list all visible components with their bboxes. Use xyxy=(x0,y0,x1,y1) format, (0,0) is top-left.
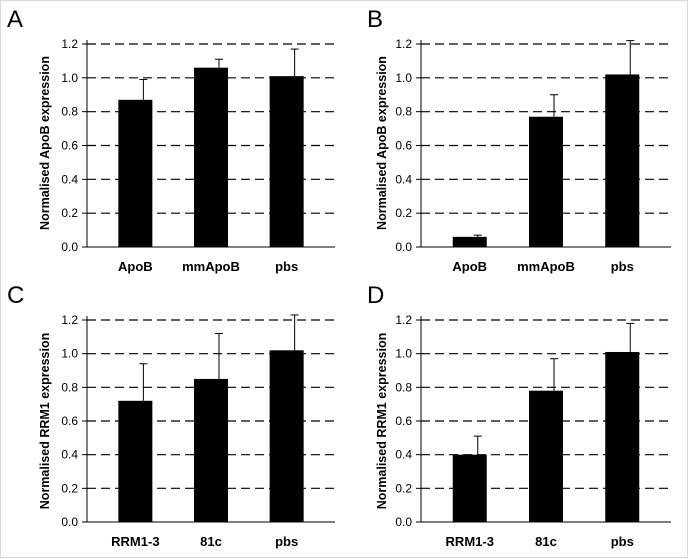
category-label: RRM1-3 xyxy=(446,534,494,549)
y-tick-label: 0.4 xyxy=(395,448,412,462)
category-label: ApoB xyxy=(452,259,487,274)
y-tick-label: 0.8 xyxy=(61,380,78,394)
y-tick-label: 0.4 xyxy=(395,172,412,186)
y-tick-label: 0.0 xyxy=(395,515,412,529)
category-label: ApoB xyxy=(118,259,153,274)
y-tick-label: 0.0 xyxy=(61,240,78,254)
category-label: pbs xyxy=(275,534,298,549)
category-label: mmApoB xyxy=(517,259,575,274)
bar-pbs xyxy=(269,350,304,522)
y-tick-label: 0.6 xyxy=(61,139,78,153)
category-label: pbs xyxy=(611,259,634,274)
panel-d: D 0.0 0.2 0.4 0.6 0.8 1.0 1.2 Normalised RRM1 ex… xyxy=(367,282,671,549)
category-label: 81c xyxy=(535,534,557,549)
category-label: 81c xyxy=(200,534,222,549)
y-tick-label: 0.4 xyxy=(61,448,78,462)
y-tick-label: 0.2 xyxy=(395,481,412,495)
y-tick-label: 0.8 xyxy=(61,105,78,119)
y-tick-label: 0.6 xyxy=(395,139,412,153)
y-tick-label: 0.2 xyxy=(61,481,78,495)
y-tick-label: 0.2 xyxy=(395,206,412,220)
y-tick-label: 0.8 xyxy=(395,105,412,119)
y-axis-title: Normalised ApoB expression xyxy=(38,56,52,230)
y-tick-label: 0.6 xyxy=(61,414,78,428)
y-tick-label: 1.0 xyxy=(395,347,412,361)
category-label: mmApoB xyxy=(182,259,240,274)
y-tick-label: 0.6 xyxy=(395,414,412,428)
bar-apob xyxy=(452,236,487,247)
y-tick-label: 1.0 xyxy=(61,71,78,85)
y-axis-title: Normalised RRM1 expression xyxy=(375,333,389,509)
y-tick-label: 1.2 xyxy=(395,37,412,51)
bar-pbs xyxy=(605,351,640,522)
bar-mmapob xyxy=(529,116,563,247)
y-tick-label: 0.4 xyxy=(61,172,78,186)
panel-letter: B xyxy=(367,6,383,33)
category-label: pbs xyxy=(611,534,634,549)
panel-c: C 0.0 0.2 0.4 0.6 0.8 1.0 1.2 Normalised RRM1 ex… xyxy=(7,282,335,549)
bar-81c xyxy=(194,378,228,522)
panel-b: B 0.0 0.2 0.4 0.6 0.8 1.0 1.2 Normalised ApoB ex… xyxy=(367,6,671,274)
panel-a: A 0.0 0.2 0.4 0.6 0.8 1.0 1.2 Normalised ApoB ex… xyxy=(7,6,335,274)
bar-pbs xyxy=(269,76,304,248)
category-label: RRM1-3 xyxy=(111,534,159,549)
bar-rrm1-3 xyxy=(452,454,487,522)
bar-apob xyxy=(118,99,153,247)
y-tick-label: 0.2 xyxy=(61,206,78,220)
category-label: pbs xyxy=(275,259,298,274)
panel-letter: C xyxy=(7,282,24,309)
y-tick-label: 1.2 xyxy=(61,37,78,51)
panel-letter: A xyxy=(7,6,23,33)
y-tick-label: 0.0 xyxy=(395,240,412,254)
y-tick-label: 0.0 xyxy=(61,515,78,529)
y-tick-label: 1.0 xyxy=(61,347,78,361)
y-tick-label: 0.8 xyxy=(395,380,412,394)
y-axis-title: Normalised RRM1 expression xyxy=(38,333,52,509)
bar-rrm1-3 xyxy=(118,400,153,522)
bar-pbs xyxy=(605,74,640,247)
bar-81c xyxy=(529,390,563,522)
panel-letter: D xyxy=(367,282,384,309)
y-axis-title: Normalised ApoB expression xyxy=(375,56,389,230)
y-tick-label: 1.0 xyxy=(395,71,412,85)
y-tick-label: 1.2 xyxy=(395,313,412,327)
y-tick-label: 1.2 xyxy=(61,313,78,327)
bar-mmapob xyxy=(194,67,228,247)
